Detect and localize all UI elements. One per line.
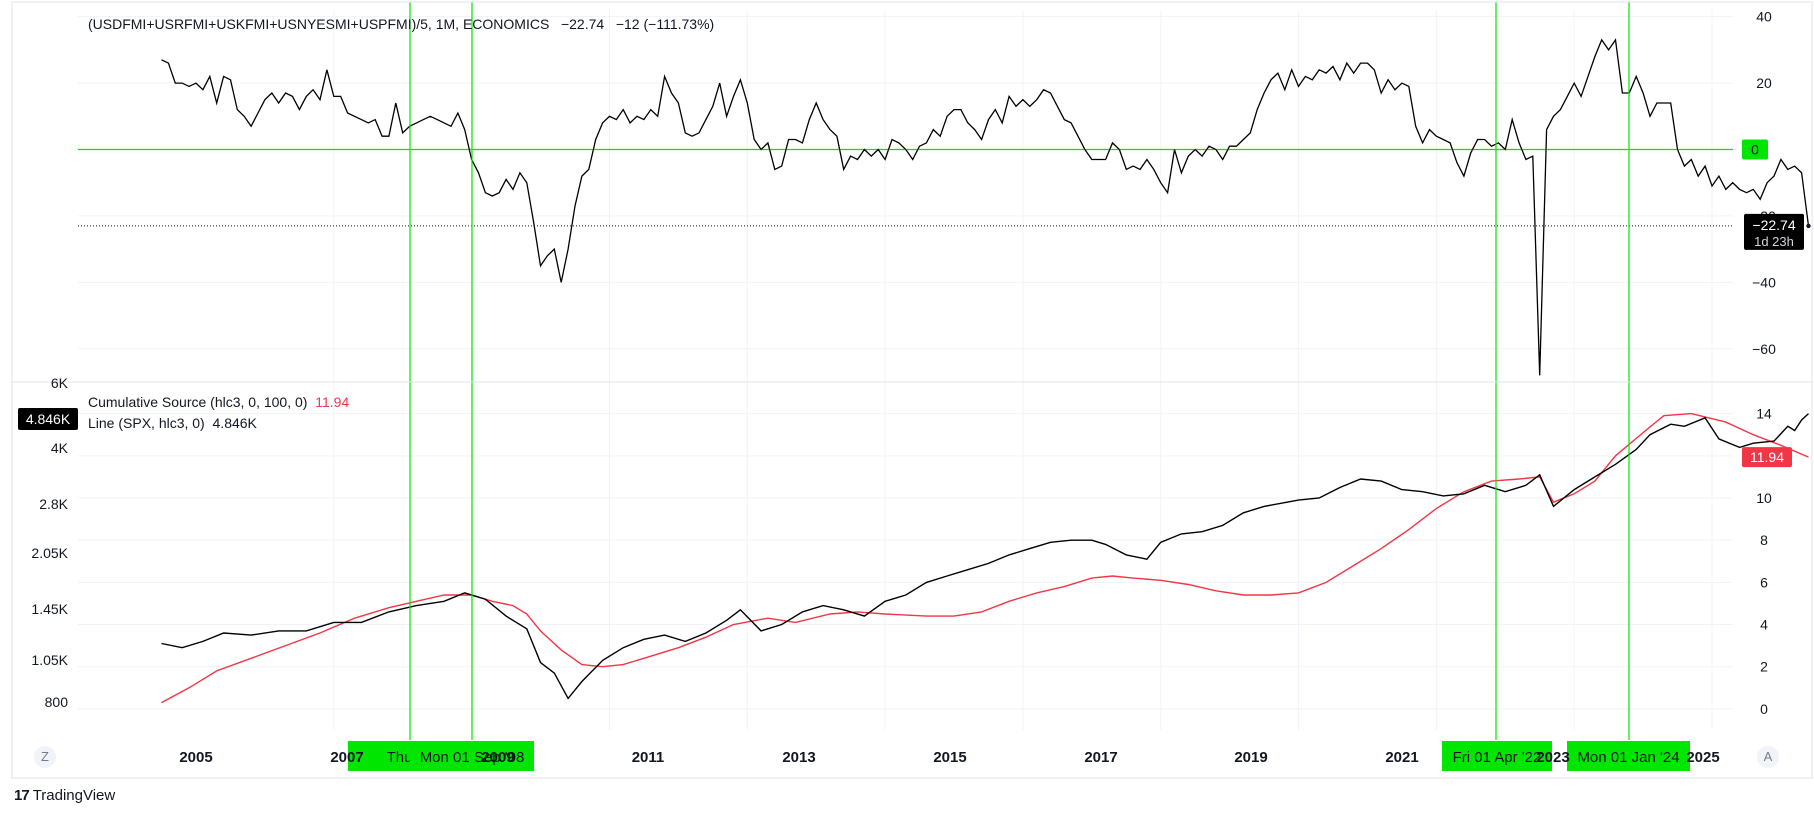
x-tick-label: 2005 bbox=[179, 749, 212, 766]
top-y-tick-label: −40 bbox=[1752, 274, 1776, 290]
x-tick-label: 2023 bbox=[1536, 749, 1569, 766]
chart-frame bbox=[12, 2, 1812, 778]
top-legend-change-pct: (−111.73%) bbox=[643, 16, 714, 32]
x-tick-label: 2025 bbox=[1686, 749, 1719, 766]
economics-index-line[interactable] bbox=[162, 40, 1809, 376]
bottom-left-tick-label: 4K bbox=[51, 440, 69, 456]
price-tag-value: −22.74 bbox=[1752, 217, 1795, 233]
bottom-right-tick-label: 8 bbox=[1760, 532, 1768, 548]
bottom-left-tick-label: 1.45K bbox=[31, 601, 68, 617]
bottom-left-tick-label: 1.05K bbox=[31, 652, 68, 668]
top-legend: (USDFMI+USRFMI+USKFMI+USNYESMI+USPFMI)/5… bbox=[88, 16, 714, 32]
x-tick-label: 2007 bbox=[330, 749, 363, 766]
bottom-right-tick-label: 10 bbox=[1756, 490, 1772, 506]
bottom-pane[interactable] bbox=[161, 414, 1808, 703]
top-legend-last: −22.74 bbox=[561, 16, 604, 32]
toggle-left-scale-button[interactable]: Z bbox=[34, 746, 56, 768]
cumulative-source-line[interactable] bbox=[162, 414, 1809, 703]
bottom-right-tick-label: 4 bbox=[1760, 617, 1768, 633]
bottom-legend-row-2: Line (SPX, hlc3, 0) 4.846K bbox=[88, 415, 257, 431]
auto-scale-button[interactable]: A bbox=[1757, 746, 1779, 768]
legend-spx-value: 4.846K bbox=[213, 415, 257, 431]
x-tick-label: 2011 bbox=[632, 749, 665, 766]
tradingview-logo-icon: 17 bbox=[14, 787, 29, 804]
top-legend-title: (USDFMI+USRFMI+USKFMI+USNYESMI+USPFMI)/5… bbox=[88, 16, 549, 32]
crosshair-date-label: Fri 01 Apr '22 bbox=[1453, 749, 1542, 766]
tradingview-name: TradingView bbox=[33, 787, 116, 804]
x-tick-label: 2013 bbox=[782, 749, 815, 766]
top-y-tick-label: 20 bbox=[1756, 75, 1772, 91]
bottom-left-tick-label: 6K bbox=[51, 375, 69, 391]
bottom-right-tick-label: 2 bbox=[1760, 659, 1768, 675]
zero-tag-label: 0 bbox=[1751, 142, 1759, 158]
grid-lines bbox=[78, 10, 1733, 730]
x-tick-label: 2021 bbox=[1385, 749, 1418, 766]
top-y-tick-label: 40 bbox=[1756, 9, 1772, 25]
countdown-label: 1d 23h bbox=[1754, 234, 1794, 249]
bottom-right-tick-label: 6 bbox=[1760, 574, 1768, 590]
x-tick-label: 2017 bbox=[1084, 749, 1117, 766]
spx-line[interactable] bbox=[162, 414, 1809, 699]
x-tick-label: 2019 bbox=[1234, 749, 1267, 766]
legend-cumulative-value: 11.94 bbox=[315, 394, 349, 410]
legend-spx-label: Line (SPX, hlc3, 0) bbox=[88, 415, 205, 431]
tradingview-brand[interactable]: 17 TradingView bbox=[14, 787, 115, 804]
bottom-left-tick-label: 800 bbox=[45, 694, 69, 710]
top-legend-change: −12 bbox=[616, 16, 640, 32]
bottom-right-tick-label: 14 bbox=[1756, 406, 1772, 422]
bottom-legend-row-1: Cumulative Source (hlc3, 0, 100, 0) 11.9… bbox=[88, 394, 349, 410]
crosshair-date-label: Mon 01 Jan '24 bbox=[1577, 749, 1679, 766]
legend-cumulative-label: Cumulative Source (hlc3, 0, 100, 0) bbox=[88, 394, 307, 410]
bottom-left-tick-label: 2.8K bbox=[39, 496, 68, 512]
spx-value-tag-label: 4.846K bbox=[26, 411, 71, 427]
bottom-left-tick-label: 2.05K bbox=[31, 545, 68, 561]
bottom-right-tick-label: 0 bbox=[1760, 701, 1768, 717]
cumulative-value-tag-label: 11.94 bbox=[1750, 449, 1784, 465]
top-pane[interactable] bbox=[78, 40, 1811, 376]
last-value-dot bbox=[1806, 224, 1810, 228]
x-tick-label: 2015 bbox=[933, 749, 966, 766]
x-tick-label: 2009 bbox=[481, 749, 514, 766]
top-y-tick-label: −60 bbox=[1752, 341, 1776, 357]
